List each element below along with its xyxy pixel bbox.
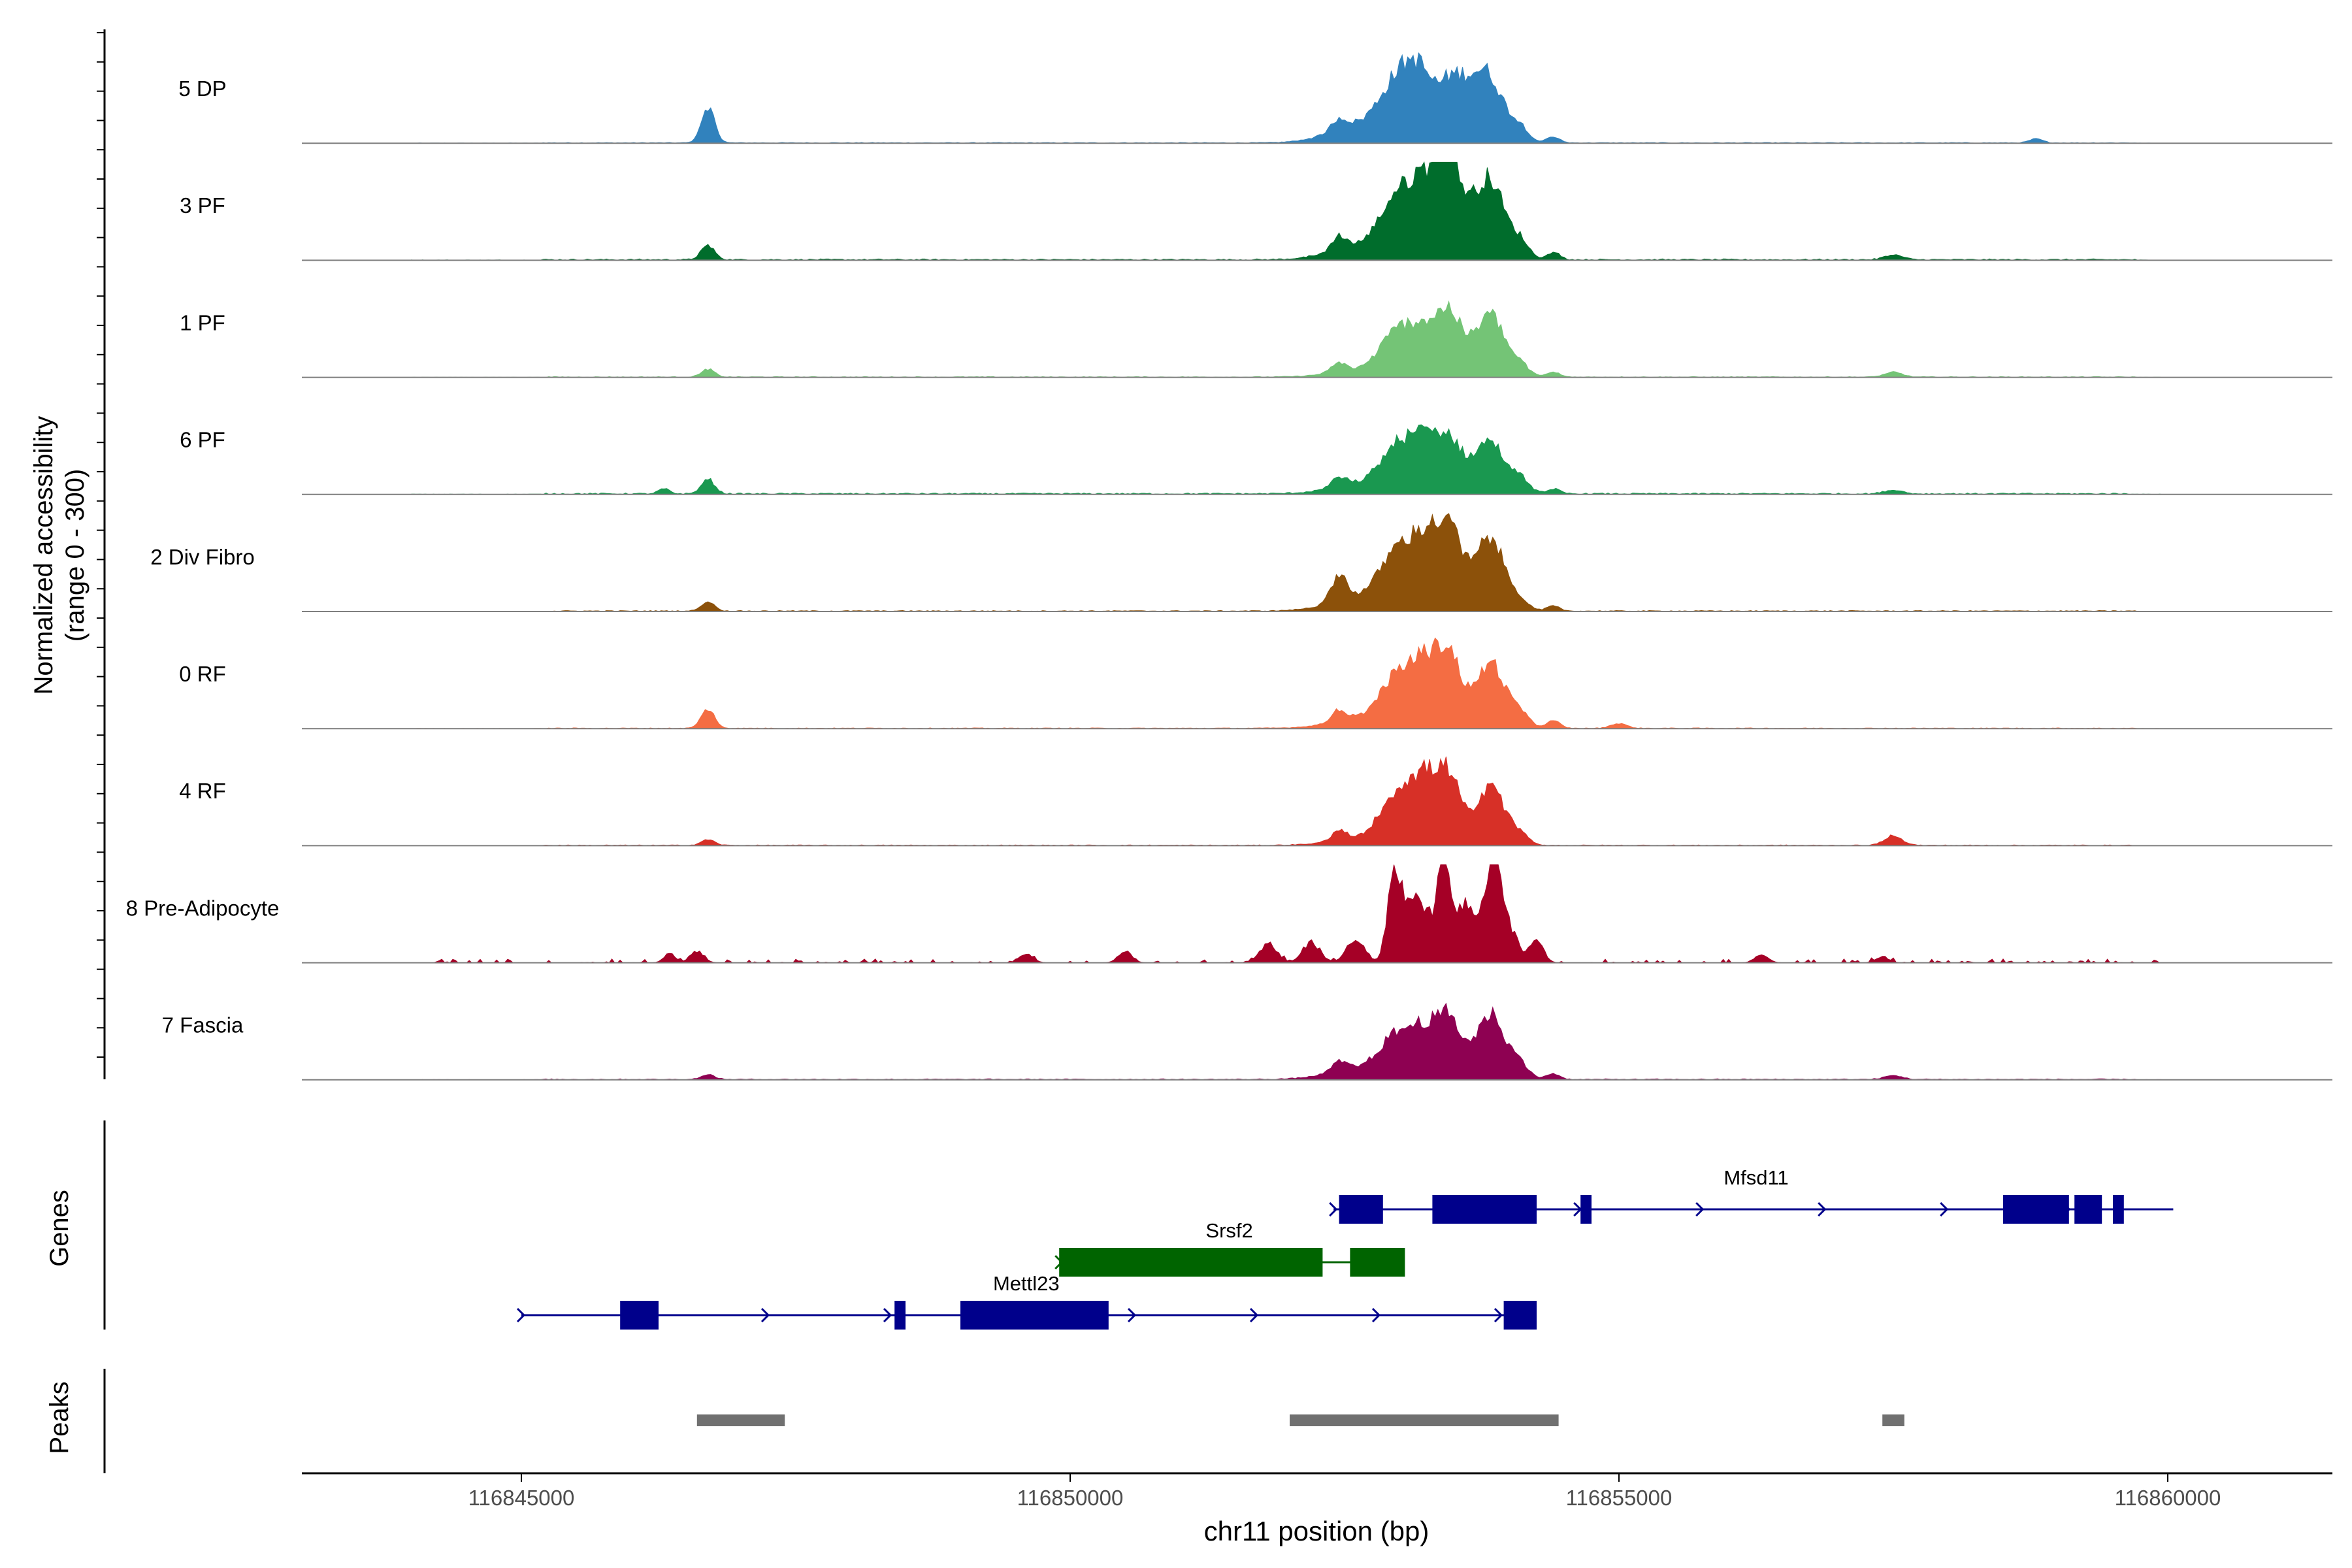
x-axis-label: chr11 position (bp) bbox=[1204, 1516, 1429, 1546]
track-label: 4 RF bbox=[179, 779, 226, 803]
track-8-pre-adipocyte: 8 Pre-Adipocyte bbox=[126, 864, 2332, 964]
gene-exon bbox=[620, 1301, 659, 1330]
track-label: 7 Fascia bbox=[162, 1013, 244, 1037]
strand-arrow bbox=[1329, 1201, 1338, 1217]
coverage-area bbox=[411, 300, 2163, 378]
strand-arrow bbox=[760, 1307, 770, 1323]
track-2-div-fibro: 2 Div Fibro bbox=[150, 513, 2332, 612]
y-axis-label-line2: (range 0 - 300) bbox=[61, 469, 90, 642]
track-1-pf: 1 PF bbox=[180, 300, 2332, 378]
coverage-area bbox=[411, 1002, 2163, 1081]
strand-arrow bbox=[1695, 1201, 1705, 1217]
genes-panel-label: Genes bbox=[45, 1190, 74, 1267]
track-label: 2 Div Fibro bbox=[150, 545, 255, 569]
x-tick-label: 116860000 bbox=[2115, 1486, 2221, 1510]
strand-arrow bbox=[883, 1307, 892, 1323]
track-6-pf: 6 PF bbox=[180, 424, 2332, 495]
gene-exon bbox=[1339, 1195, 1383, 1224]
gene-label: Mettl23 bbox=[993, 1272, 1060, 1295]
track-label: 5 DP bbox=[178, 76, 226, 101]
gene-label: Mfsd11 bbox=[1723, 1166, 1788, 1189]
track-0-rf: 0 RF bbox=[179, 637, 2332, 730]
gene-exon bbox=[1503, 1301, 1537, 1330]
track-label: 1 PF bbox=[180, 310, 225, 335]
strand-arrow bbox=[1127, 1307, 1137, 1323]
gene-srsf2: Srsf2 bbox=[1054, 1219, 1405, 1277]
coverage-area bbox=[411, 424, 2163, 495]
track-label: 6 PF bbox=[180, 428, 225, 452]
y-axis-label-line1: Normalized accessibility bbox=[29, 416, 58, 695]
peaks-panel-label: Peaks bbox=[45, 1381, 74, 1454]
gene-exon bbox=[894, 1301, 906, 1330]
x-tick-label: 116850000 bbox=[1017, 1486, 1124, 1510]
track-7-fascia: 7 Fascia bbox=[162, 1002, 2332, 1081]
gene-mfsd11: Mfsd11 bbox=[1329, 1166, 2174, 1224]
gene-exon bbox=[2074, 1195, 2102, 1224]
coverage-y-axis bbox=[97, 29, 106, 1079]
coverage-area bbox=[412, 864, 2163, 964]
gene-label: Srsf2 bbox=[1205, 1219, 1252, 1242]
strand-arrow bbox=[1940, 1201, 1949, 1217]
gene-exon bbox=[960, 1301, 1109, 1330]
coverage-tracks: 5 DP 3 PF 1 PF 6 PF 2 Div Fibro 0 RF 4 RF 8 Pre… bbox=[126, 52, 2332, 1081]
track-4-rf: 4 RF bbox=[179, 757, 2332, 847]
peak-region bbox=[696, 1414, 785, 1426]
track-label: 0 RF bbox=[179, 662, 226, 686]
peak-region bbox=[1882, 1414, 1904, 1426]
x-axis: 116845000 116850000 116855000 116860000 bbox=[302, 1472, 2332, 1510]
strand-arrow bbox=[1249, 1307, 1259, 1323]
strand-arrow bbox=[1371, 1307, 1381, 1323]
genes-panel: Mfsd11 Srsf2 Mettl23 bbox=[103, 1120, 2174, 1330]
gene-exon bbox=[1432, 1195, 1537, 1224]
track-label: 3 PF bbox=[180, 193, 225, 218]
track-3-pf: 3 PF bbox=[180, 161, 2332, 261]
x-tick-label: 116845000 bbox=[468, 1486, 575, 1510]
gene-exon bbox=[2113, 1195, 2124, 1224]
gene-exon bbox=[2003, 1195, 2069, 1224]
x-tick-label: 116855000 bbox=[1566, 1486, 1673, 1510]
coverage-area bbox=[411, 161, 2163, 261]
gene-exon bbox=[1350, 1248, 1405, 1277]
strand-arrow bbox=[1818, 1201, 1827, 1217]
strand-arrow bbox=[1494, 1307, 1503, 1323]
peak-region bbox=[1290, 1414, 1559, 1426]
track-label: 8 Pre-Adipocyte bbox=[126, 896, 280, 920]
strand-arrow bbox=[516, 1307, 526, 1323]
gene-mettl23: Mettl23 bbox=[516, 1272, 1537, 1330]
peaks-panel bbox=[103, 1369, 1904, 1473]
track-5-dp: 5 DP bbox=[178, 52, 2332, 144]
gene-exon bbox=[1580, 1195, 1592, 1224]
gene-exon bbox=[1059, 1248, 1323, 1277]
